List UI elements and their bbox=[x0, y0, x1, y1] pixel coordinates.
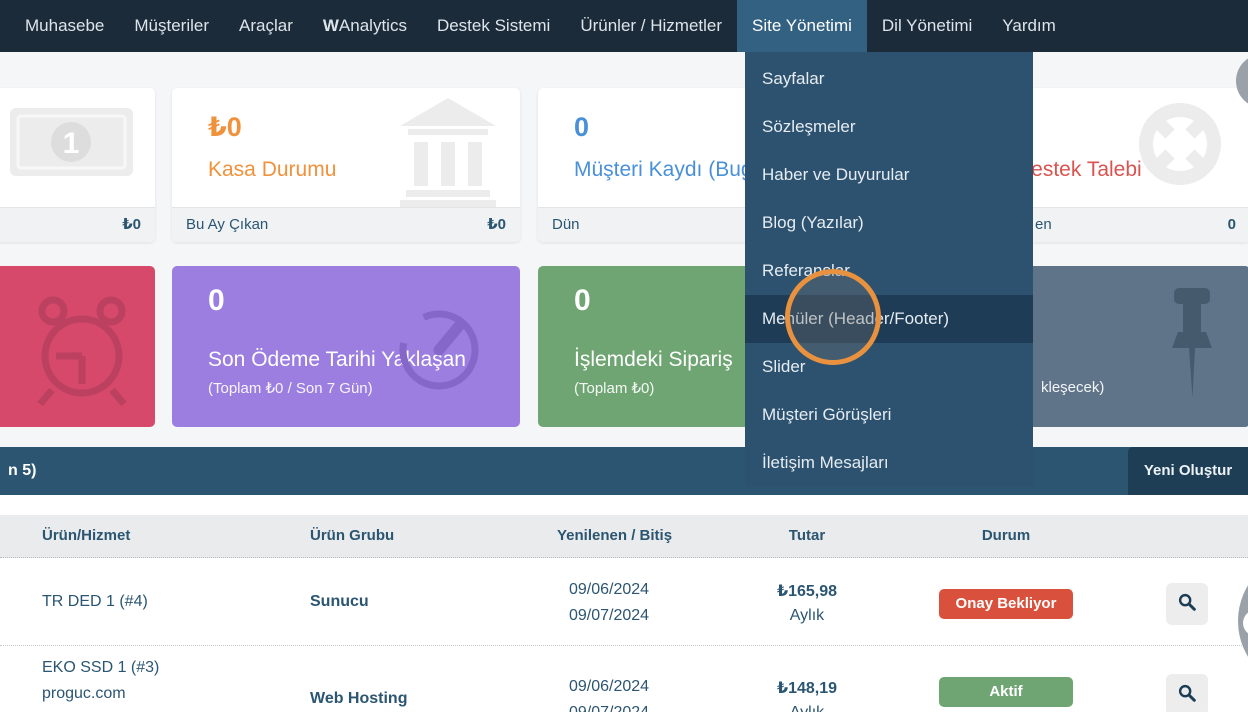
site-yonetimi-dropdown: Sayfalar Sözleşmeler Haber ve Duyurular … bbox=[745, 52, 1033, 487]
alarm-clock-icon bbox=[30, 290, 135, 415]
row-renew-date: 09/06/2024 bbox=[569, 581, 650, 598]
click-indicator bbox=[785, 269, 881, 365]
nav-item-araclar[interactable]: Araçlar bbox=[239, 16, 293, 35]
cash-out-footer-label: Bu Ay Çıkan bbox=[186, 216, 269, 233]
scheduled-subtitle: kleşecek) bbox=[1041, 379, 1105, 396]
row-end-date: 09/07/2024 bbox=[569, 704, 649, 712]
row-product-name: TR DED 1 (#4) bbox=[42, 593, 148, 610]
support-footer-value: 0 bbox=[1227, 216, 1236, 233]
due-soon-subtitle: (Toplam ₺0 / Son 7 Gün) bbox=[208, 380, 373, 397]
row-product-name: EKO SSD 1 (#3) bbox=[42, 659, 160, 676]
row-amount: ₺165,98 bbox=[776, 583, 838, 600]
svg-text:1: 1 bbox=[63, 127, 80, 160]
customers-value: 0 bbox=[574, 112, 590, 142]
top-navbar: Muhasebe Müşteriler Araçlar WAnalytics D… bbox=[0, 0, 1248, 52]
nav-item-musteriler[interactable]: Müşteriler bbox=[134, 16, 210, 35]
metric-card-due-soon: 0 Son Ödeme Tarihi Yaklaşan (Toplam ₺0 /… bbox=[172, 266, 520, 427]
row-end-date: 09/07/2024 bbox=[569, 607, 650, 624]
nav-item-dil-yonetimi[interactable]: Dil Yönetimi bbox=[881, 16, 973, 35]
orders-value: 0 bbox=[574, 284, 591, 317]
menu-item-iletisim-mesajlari[interactable]: İletişim Mesajları bbox=[762, 453, 889, 472]
nav-item-yardim[interactable]: Yardım bbox=[1002, 16, 1056, 35]
nav-item-wanalytics[interactable]: WAnalytics bbox=[322, 16, 407, 35]
cash-in-footer-value: ₺0 bbox=[122, 216, 141, 233]
cash-out-title: Kasa Durumu bbox=[208, 158, 337, 181]
nav-item-site-yonetimi[interactable]: Site Yönetimi bbox=[737, 0, 867, 52]
row-detail-button[interactable] bbox=[1166, 583, 1208, 625]
col-header-yenilenen-bitis: Yenilenen / Bitiş bbox=[557, 527, 673, 544]
col-header-urun-grubu: Ürün Grubu bbox=[310, 527, 395, 544]
col-header-durum: Durum bbox=[981, 527, 1031, 544]
stat-card-footer: Bu Ay Çıkan ₺0 bbox=[172, 207, 520, 242]
cash-out-value: ₺0 bbox=[208, 112, 242, 142]
row-renew-date: 09/06/2024 bbox=[569, 678, 650, 695]
support-title: Destek Talebi bbox=[1016, 158, 1142, 181]
banknote-icon: 1 bbox=[8, 106, 135, 183]
support-footer-label: en bbox=[1035, 216, 1052, 233]
row-product-group: Web Hosting bbox=[310, 690, 408, 707]
menu-item-blog-yazilar[interactable]: Blog (Yazılar) bbox=[762, 213, 864, 232]
pin-icon bbox=[1168, 288, 1216, 408]
create-new-button[interactable]: Yeni Oluştur bbox=[1128, 447, 1248, 495]
nav-item-destek-sistemi[interactable]: Destek Sistemi bbox=[436, 16, 551, 35]
col-header-tutar: Tutar bbox=[788, 527, 826, 544]
customers-footer-label: Dün bbox=[552, 216, 580, 233]
row-separator bbox=[0, 645, 1248, 646]
magnifier-icon bbox=[1176, 682, 1198, 709]
stat-card-footer: ₺0 bbox=[0, 207, 155, 242]
status-badge[interactable]: Aktif bbox=[939, 677, 1073, 707]
nav-item-muhasebe[interactable]: Muhasebe bbox=[25, 16, 105, 35]
col-header-urun-hizmet: Ürün/Hizmet bbox=[42, 527, 131, 544]
products-table: Ürün/Hizmet Ürün Grubu Yenilenen / Bitiş… bbox=[0, 495, 1248, 712]
cash-out-footer-value: ₺0 bbox=[487, 216, 506, 233]
row-billing-cycle: Aylık bbox=[789, 607, 825, 624]
stat-card-cash-in: 1 ₺0 bbox=[0, 88, 155, 242]
floating-widget-top[interactable] bbox=[1236, 54, 1248, 108]
status-badge[interactable]: Onay Bekliyor bbox=[939, 589, 1073, 619]
section-bar: n 5) Yeni Oluştur bbox=[0, 447, 1248, 495]
row-product-domain: proguc.com bbox=[42, 685, 126, 702]
menu-item-sayfalar[interactable]: Sayfalar bbox=[762, 69, 825, 88]
customers-title: Müşteri Kaydı (Bugün) bbox=[574, 158, 783, 181]
menu-item-sozlesmeler[interactable]: Sözleşmeler bbox=[762, 117, 856, 136]
metric-card-overdue bbox=[0, 266, 155, 427]
row-amount: ₺148,19 bbox=[776, 680, 838, 697]
magnifier-icon bbox=[1176, 591, 1198, 618]
menu-item-musteri-gorusleri[interactable]: Müşteri Görüşleri bbox=[762, 405, 892, 424]
row-billing-cycle: Aylık bbox=[740, 704, 874, 712]
floating-widget-logo bbox=[1243, 610, 1248, 636]
bank-icon bbox=[398, 96, 498, 213]
menu-item-referanslar[interactable]: Referanslar bbox=[762, 261, 850, 280]
orders-title: İşlemdeki Sipariş bbox=[574, 348, 733, 371]
menu-item-haber-ve-duyurular[interactable]: Haber ve Duyurular bbox=[762, 165, 910, 184]
stat-card-cash-out: ₺0 Kasa Durumu Bu Ay Çıkan ₺0 bbox=[172, 88, 520, 242]
nav-item-urunler-hizmetler[interactable]: Ürünler / Hizmetler bbox=[580, 16, 723, 35]
floating-widget-bottom[interactable] bbox=[1238, 552, 1248, 690]
due-soon-value: 0 bbox=[208, 284, 225, 317]
orders-subtitle: (Toplam ₺0) bbox=[574, 380, 655, 397]
menu-item-slider[interactable]: Slider bbox=[762, 357, 806, 376]
life-ring-icon bbox=[1130, 94, 1230, 199]
table-header-row: Ürün/Hizmet Ürün Grubu Yenilenen / Bitiş… bbox=[0, 515, 1248, 558]
row-product-group: Sunucu bbox=[310, 593, 369, 610]
timer-icon bbox=[393, 296, 485, 397]
row-detail-button[interactable] bbox=[1166, 674, 1208, 712]
section-title: n 5) bbox=[8, 462, 37, 479]
